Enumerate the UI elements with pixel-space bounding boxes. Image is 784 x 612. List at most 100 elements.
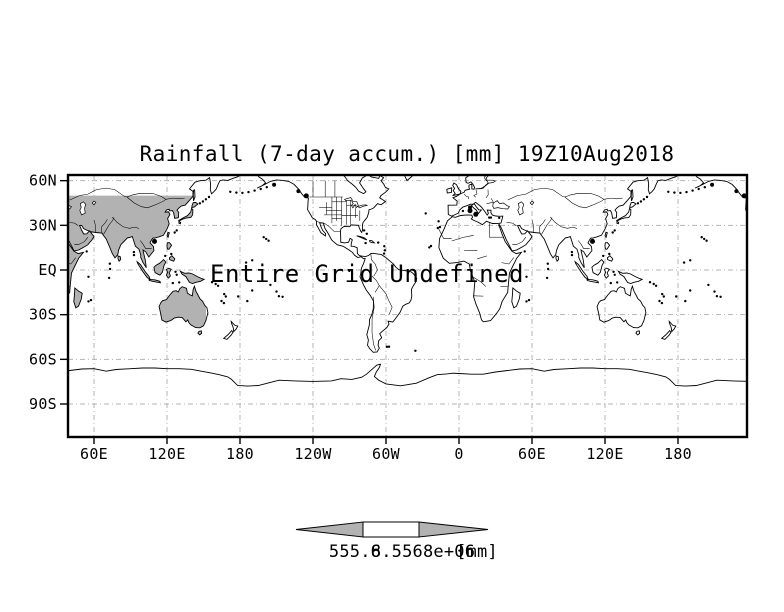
- island-dot: [222, 301, 226, 305]
- island-dot: [132, 253, 136, 257]
- island-dot: [661, 292, 664, 296]
- coastline-path: [356, 235, 368, 241]
- island-dot: [684, 299, 687, 303]
- island-dot: [235, 191, 238, 194]
- coastline-path: [222, 329, 234, 340]
- island-dot: [207, 195, 211, 199]
- island-dot: [639, 200, 643, 203]
- island-dot: [175, 229, 178, 232]
- coastline-path: [191, 201, 199, 209]
- island-dot: [691, 189, 694, 192]
- coastline-path: [604, 232, 608, 239]
- island-dot: [545, 276, 549, 280]
- country-border-path: [139, 240, 146, 249]
- island-dot: [734, 189, 739, 194]
- island-dot: [609, 281, 612, 285]
- y-tick-label: 30S: [29, 306, 57, 324]
- island-dot: [662, 295, 665, 298]
- island-dot: [107, 276, 111, 280]
- island-dot: [707, 283, 710, 287]
- country-border-path: [68, 222, 79, 226]
- island-dot: [570, 250, 574, 254]
- coastline-path: [165, 267, 172, 279]
- island-dot: [348, 269, 351, 273]
- x-tick-label: 120E: [586, 445, 623, 463]
- island-dot: [216, 284, 220, 287]
- island-dot: [87, 275, 90, 278]
- island-dot: [60, 217, 62, 219]
- shaded-land: [73, 288, 83, 308]
- island-dot: [498, 216, 501, 220]
- island-dot: [527, 298, 531, 302]
- x-tick-label: 60E: [80, 445, 108, 463]
- island-dot: [152, 238, 157, 244]
- country-border-path: [506, 222, 517, 226]
- island-dot: [204, 198, 208, 201]
- island-dot: [108, 267, 112, 271]
- island-dot: [697, 187, 700, 191]
- island-dot: [436, 226, 439, 230]
- coastline-path: [606, 255, 614, 262]
- island-dot: [660, 301, 664, 305]
- colorbar: 555.6 8.5568e+06 [mm]: [295, 521, 498, 562]
- island-dot: [251, 289, 254, 292]
- shaded-land: [159, 286, 206, 328]
- island-dot: [713, 290, 716, 293]
- coastline-path: [555, 255, 560, 263]
- grid-undefined-message: Entire Grid Undefined: [210, 260, 524, 288]
- island-dot: [85, 250, 88, 253]
- lake-path: [529, 200, 535, 206]
- colorbar-min-label: 555.6: [329, 542, 381, 562]
- shaded-land: [0, 171, 4, 175]
- island-dot: [246, 299, 249, 303]
- island-dot: [612, 270, 615, 273]
- island-dot: [385, 345, 389, 348]
- country-border-path: [103, 217, 115, 235]
- island-dot: [229, 190, 232, 193]
- island-dot: [685, 190, 688, 194]
- island-dot: [689, 289, 692, 292]
- island-dot: [654, 284, 658, 287]
- island-dot: [259, 187, 262, 191]
- coastline-path: [15, 183, 23, 196]
- island-dot: [424, 212, 427, 215]
- coastline-path: [591, 258, 605, 276]
- y-tick-label: 30N: [29, 216, 57, 234]
- coastline-path: [596, 284, 647, 329]
- coastline-path: [177, 207, 194, 222]
- island-dot: [214, 282, 217, 286]
- coastline-path: [586, 278, 600, 284]
- island-dot: [642, 198, 646, 201]
- island-dot: [658, 299, 661, 303]
- x-tick-label: 180: [226, 445, 254, 463]
- colorbar-box: [362, 521, 420, 538]
- country-border-path: [112, 216, 140, 229]
- island-dot: [237, 295, 240, 298]
- coastline-path: [452, 182, 462, 197]
- coastline-path: [148, 278, 162, 284]
- colorbar-right-arrow: [418, 521, 489, 538]
- island-dot: [590, 238, 595, 244]
- island-dot: [667, 190, 670, 193]
- island-dot: [244, 261, 248, 264]
- island-dot: [178, 281, 181, 284]
- y-tick-label: EQ: [38, 261, 57, 279]
- coastline-path: [178, 220, 182, 225]
- country-border-path: [477, 255, 488, 260]
- country-border-path: [68, 263, 71, 265]
- country-border-path: [541, 217, 553, 235]
- island-dot: [636, 202, 640, 205]
- country-border-path: [165, 197, 185, 200]
- country-border-path: [539, 219, 546, 234]
- shaded-land: [180, 271, 205, 284]
- lake-path: [357, 204, 369, 209]
- antarctica-coastline: [458, 367, 747, 387]
- country-border-path: [438, 228, 452, 239]
- coastline-path: [230, 320, 239, 333]
- y-tick-label: 90S: [29, 395, 57, 413]
- island-dot: [673, 191, 676, 194]
- country-border-path: [26, 194, 31, 199]
- axis-ticks: [60, 179, 679, 444]
